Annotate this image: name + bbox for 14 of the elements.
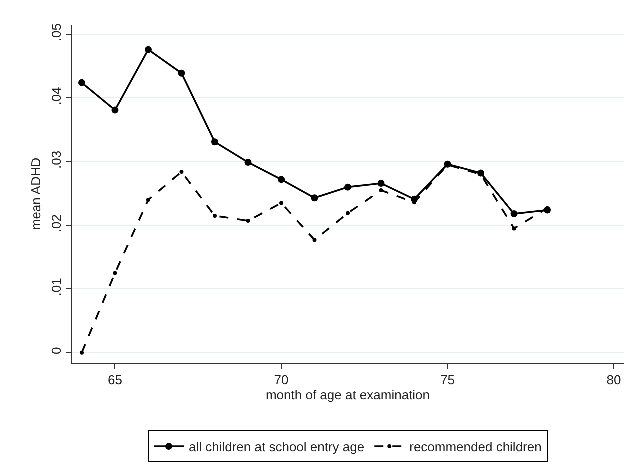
x-axis-title: month of age at examination	[266, 388, 430, 403]
y-tick-label: .03	[48, 150, 64, 169]
y-tick-label: .01	[48, 278, 64, 296]
y-axis-title: mean ADHD	[28, 158, 44, 230]
y-tick-label: .04	[48, 87, 64, 106]
x-tick-label: 75	[440, 372, 455, 388]
y-tick-label: .02	[48, 214, 64, 233]
legend-label: recommended children	[410, 440, 542, 455]
x-tick-label: 65	[108, 372, 122, 388]
x-tick-label: 70	[274, 372, 289, 388]
legend-label: all children at school entry age	[189, 440, 365, 455]
y-tick-label: .05	[48, 24, 64, 42]
x-tick-label: 80	[606, 372, 622, 388]
y-tick-label: 0	[48, 347, 64, 354]
